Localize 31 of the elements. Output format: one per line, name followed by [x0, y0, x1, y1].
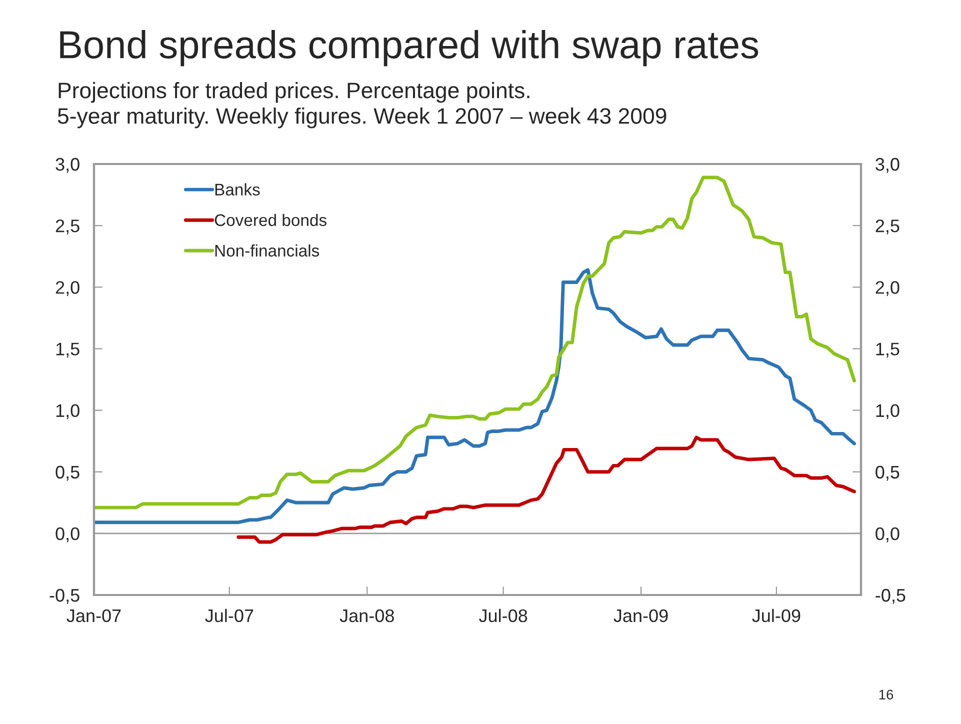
y-tick-label: 0,0 [56, 527, 80, 542]
y2-tick-label: 0,0 [876, 527, 900, 542]
x-tick-label: Jul-07 [205, 608, 254, 622]
y2-tick-label: 2,0 [876, 281, 900, 296]
legend-label: Banks [215, 183, 260, 196]
chart-subtitle: Projections for traded prices. Percentage points. 5-year maturity. Weekly figures. Week 1 2007 – week 43 2009 [58, 82, 666, 128]
y-tick-label: 1,0 [56, 404, 80, 420]
y2-tick-label: -0,5 [876, 588, 906, 604]
y-tick-label: 2,0 [56, 281, 80, 296]
y-tick-label: 3,0 [56, 158, 80, 173]
x-tick-label: Jul-09 [752, 608, 800, 622]
y2-tick-label: 3,0 [876, 158, 900, 173]
chart-title: Bond spreads compared with swap rates [60, 30, 758, 66]
line-series [236, 436, 856, 544]
line-series [94, 268, 856, 524]
y-tick-label: 1,5 [56, 342, 80, 358]
line-series [94, 176, 856, 510]
y-tick-label: 0,5 [56, 466, 80, 481]
legend-label: Non-financials [215, 244, 320, 257]
text: 16 [879, 690, 894, 700]
y2-tick-label: 0,5 [876, 466, 900, 481]
legend-label: Covered bonds [214, 214, 326, 226]
y2-tick-label: 1,5 [876, 342, 900, 358]
y-tick-label: 2,5 [56, 220, 80, 234]
y2-tick-label: 1,0 [876, 404, 900, 420]
y-tick-label: -0,5 [50, 588, 80, 604]
x-tick-label: Jan-07 [66, 609, 121, 622]
x-tick-label: Jan-09 [614, 609, 668, 622]
x-tick-label: Jul-08 [479, 608, 528, 622]
y2-tick-label: 2,5 [876, 220, 900, 234]
x-tick-label: Jan-08 [340, 609, 394, 622]
